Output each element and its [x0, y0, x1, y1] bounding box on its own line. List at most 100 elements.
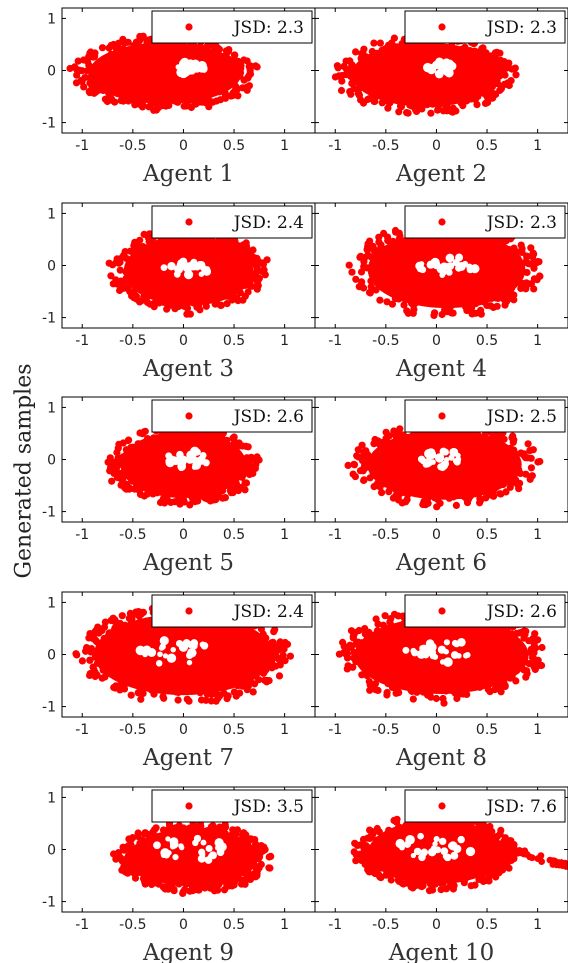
data-point [473, 101, 481, 109]
data-point [335, 650, 343, 658]
empty-gap [169, 840, 179, 849]
scatter-points-4 [345, 221, 544, 319]
y-tick-label: -1 [42, 895, 56, 911]
empty-gap [190, 64, 197, 71]
y-tick-label: 0 [47, 648, 56, 664]
x-tick-label: 1 [280, 527, 289, 543]
x-tick-label: -0.5 [119, 333, 146, 349]
data-point [344, 461, 352, 469]
data-point [371, 435, 379, 444]
data-point [437, 886, 445, 894]
empty-gap [166, 653, 177, 663]
data-point [270, 628, 278, 636]
x-tick-label: -1 [328, 333, 342, 349]
empty-gap [434, 69, 444, 79]
data-point-cluster [88, 42, 242, 104]
data-point [343, 647, 351, 655]
data-point [479, 44, 487, 52]
empty-gap [443, 64, 454, 74]
scatter-points-7 [72, 602, 294, 705]
data-point [202, 696, 210, 704]
data-point [81, 74, 89, 82]
data-point [391, 226, 400, 235]
x-tick-label: 0 [432, 527, 441, 543]
data-point [136, 298, 144, 306]
data-point [529, 253, 537, 261]
data-point [538, 643, 546, 652]
empty-gap [171, 456, 180, 466]
data-point [231, 51, 239, 59]
data-point [520, 627, 528, 635]
data-point [74, 57, 82, 65]
empty-gap [436, 264, 446, 274]
data-point [161, 884, 169, 892]
data-point [430, 311, 438, 319]
empty-gap [217, 842, 227, 852]
empty-gap [200, 839, 207, 846]
data-point [357, 268, 366, 276]
data-point [244, 73, 252, 82]
data-point [351, 473, 359, 481]
empty-gap [197, 61, 206, 70]
empty-gap [416, 265, 424, 273]
chart-title: Agent 9 [142, 940, 234, 963]
data-point [238, 442, 246, 450]
data-point [511, 64, 519, 72]
data-point [209, 885, 217, 893]
empty-gap [186, 659, 193, 666]
empty-gap [439, 659, 446, 665]
data-point [98, 44, 107, 52]
data-point-cluster [351, 42, 502, 107]
legend-marker [438, 607, 446, 615]
data-point [203, 495, 211, 503]
data-point [352, 48, 360, 56]
data-point [143, 298, 152, 307]
data-point [343, 654, 352, 662]
data-point [107, 272, 115, 280]
empty-gap [447, 262, 454, 269]
data-point [112, 682, 120, 690]
legend-marker [185, 23, 193, 31]
data-point [360, 476, 368, 484]
chart-title: Agent 3 [142, 356, 234, 382]
legend-box [151, 205, 313, 239]
data-point [510, 296, 518, 304]
data-point [242, 479, 251, 487]
data-point [261, 271, 269, 279]
data-point [233, 86, 241, 94]
empty-gap [186, 457, 193, 464]
empty-gap [200, 642, 209, 650]
empty-gap [192, 839, 199, 847]
data-point [118, 612, 126, 620]
data-point [286, 652, 294, 660]
empty-gap [160, 264, 168, 271]
x-tick-label: -0.5 [372, 722, 399, 738]
data-point [146, 877, 154, 886]
data-point [139, 608, 147, 617]
x-tick-label: -0.5 [119, 722, 146, 738]
data-point [357, 281, 365, 289]
data-point [486, 688, 494, 696]
x-tick-label: -1 [328, 527, 342, 543]
data-point [496, 86, 504, 94]
legend-marker [185, 802, 193, 810]
scatter-points-2 [331, 32, 520, 117]
data-point [174, 696, 182, 704]
data-point [524, 280, 532, 288]
legend-marker [185, 218, 193, 226]
y-tick-label: 1 [47, 206, 56, 222]
data-point [501, 301, 509, 309]
empty-gap [177, 458, 185, 466]
empty-gap [439, 461, 449, 470]
data-point [517, 241, 525, 249]
empty-gap [173, 270, 181, 278]
data-point [252, 269, 260, 277]
data-point [122, 485, 130, 493]
scatter-points-6 [344, 418, 544, 511]
empty-gap [172, 853, 179, 861]
x-tick-label: -1 [328, 722, 342, 738]
x-tick-label: 1 [533, 333, 542, 349]
scatter-points-5 [104, 421, 263, 509]
x-tick-label: 0.5 [476, 333, 498, 349]
